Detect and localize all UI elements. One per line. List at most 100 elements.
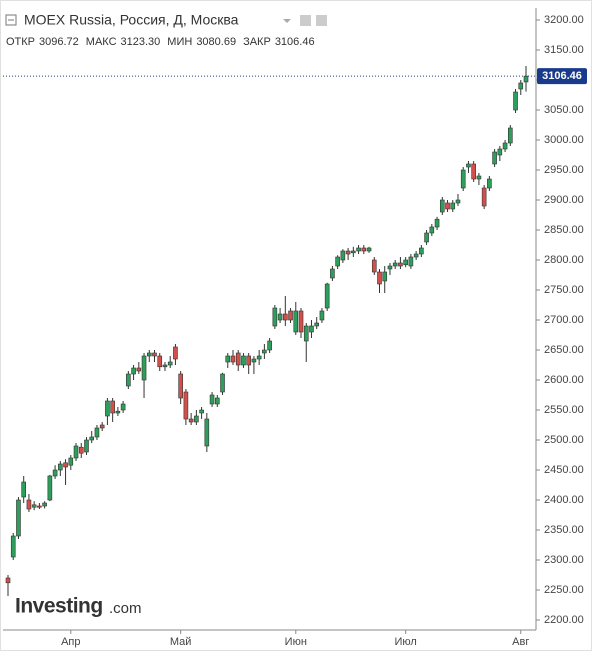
- candle-body: [445, 202, 450, 210]
- candle-body: [324, 283, 330, 309]
- y-tick-label: 3200.00: [544, 14, 584, 26]
- candle-body: [314, 322, 320, 327]
- candle-body: [120, 403, 126, 411]
- stat-value: 3106.46: [275, 36, 315, 48]
- candle-body: [277, 313, 283, 321]
- candle-body: [508, 127, 513, 144]
- candle-body: [424, 232, 429, 243]
- candle-body: [73, 445, 79, 459]
- candle-body: [523, 75, 529, 83]
- y-tick-label: 2350.00: [544, 524, 584, 536]
- candle-body: [361, 247, 367, 252]
- candle-body: [204, 418, 210, 447]
- candle-body: [84, 439, 89, 453]
- x-tick-label: Июл: [394, 636, 416, 648]
- y-tick-label: 2700.00: [544, 314, 584, 326]
- candle-body: [293, 310, 299, 333]
- candle-body: [162, 364, 168, 368]
- candle-body: [481, 187, 487, 207]
- y-tick-label: 2800.00: [544, 254, 584, 266]
- candle-body: [272, 307, 278, 327]
- candle-body: [309, 325, 314, 333]
- collapse-icon[interactable]: [5, 14, 17, 26]
- candle-body: [371, 259, 377, 273]
- candle-body: [26, 499, 32, 510]
- candle-body: [345, 250, 351, 255]
- candle-body: [434, 218, 440, 228]
- candle-body: [283, 313, 288, 321]
- candle-body: [214, 397, 220, 405]
- y-tick-label: 2850.00: [544, 224, 584, 236]
- y-tick-label: 2950.00: [544, 164, 584, 176]
- candle-body: [377, 271, 382, 285]
- candle-body: [178, 373, 183, 399]
- candle-body: [262, 349, 267, 354]
- candle-body: [356, 247, 361, 252]
- candle-body: [518, 82, 524, 90]
- candle-body: [31, 504, 37, 508]
- candle-body: [68, 457, 74, 466]
- y-tick-label: 2650.00: [544, 344, 584, 356]
- candle-body: [146, 352, 152, 357]
- candle-body: [429, 226, 435, 234]
- candle-body: [157, 355, 163, 368]
- y-tick-label: 2900.00: [544, 194, 584, 206]
- stat-label: ЗАКР: [243, 36, 271, 48]
- close-icon[interactable]: [316, 15, 327, 26]
- candle-body: [5, 577, 11, 584]
- candle-body: [319, 310, 325, 321]
- candle-body: [387, 265, 393, 270]
- candle-body: [408, 256, 414, 267]
- candle-body: [366, 247, 372, 252]
- candle-body: [131, 367, 136, 375]
- candle-body: [413, 253, 419, 258]
- y-tick-label: 2750.00: [544, 284, 584, 296]
- y-tick-label: 3000.00: [544, 134, 584, 146]
- x-tick-label: Апр: [61, 636, 80, 648]
- candle-body: [450, 202, 456, 210]
- candle-body: [382, 271, 388, 282]
- title-dropdown[interactable]: [283, 19, 291, 23]
- candle-body: [513, 91, 518, 111]
- candle-body: [126, 373, 131, 387]
- candle-body: [439, 199, 445, 213]
- y-tick-label: 2550.00: [544, 404, 584, 416]
- last-price-box: [537, 68, 587, 85]
- candle-body: [78, 446, 84, 454]
- candle-body: [246, 355, 251, 366]
- candle-body: [99, 424, 105, 429]
- candle-body: [340, 250, 346, 261]
- candle-body: [21, 481, 26, 498]
- settings-icon[interactable]: [300, 15, 311, 26]
- candle-body: [256, 355, 262, 360]
- candle-body: [141, 355, 147, 381]
- watermark: Investing: [15, 595, 103, 618]
- x-tick-label: Май: [170, 636, 192, 648]
- candle-body: [235, 352, 241, 366]
- candle-body: [267, 340, 272, 351]
- candle-body: [497, 148, 503, 156]
- candle-body: [351, 250, 356, 254]
- x-tick-label: Июн: [285, 636, 307, 648]
- stat-label: МИН: [167, 36, 192, 48]
- candle-body: [37, 505, 42, 508]
- candle-body: [392, 262, 398, 267]
- candle-body: [63, 462, 68, 468]
- stat-value: 3096.72: [39, 36, 79, 48]
- y-tick-label: 2250.00: [544, 584, 584, 596]
- stats-row: ОТКР 3096.72 МАКС 3123.30 МИН 3080.69 ЗАКР 3106…: [6, 36, 315, 48]
- candle-body: [194, 415, 199, 423]
- candle-body: [476, 175, 482, 180]
- candle-body: [492, 151, 497, 165]
- candle-body: [398, 262, 403, 267]
- stat-value: 3123.30: [121, 36, 161, 48]
- candle-body: [173, 346, 178, 360]
- candle-body: [419, 247, 424, 255]
- candle-body: [47, 475, 53, 501]
- watermark-suffix: .com: [109, 600, 142, 617]
- candle-body: [241, 355, 246, 366]
- candle-body: [460, 169, 466, 189]
- candle-body: [330, 268, 335, 279]
- candle-body: [52, 469, 58, 477]
- candle-body: [487, 178, 492, 189]
